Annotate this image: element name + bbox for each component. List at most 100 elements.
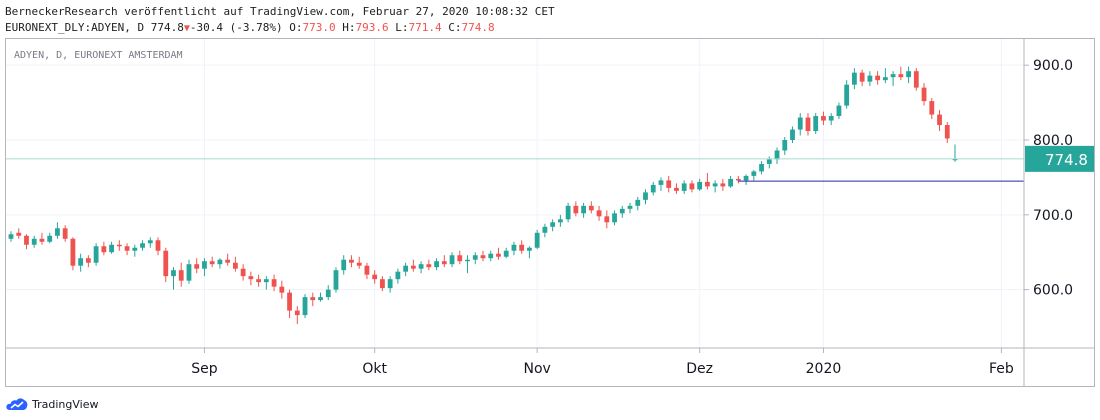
candle-body [650, 184, 656, 193]
last-price-badge [1025, 145, 1094, 172]
candle-body [805, 117, 811, 132]
candle [704, 172, 710, 190]
candle [124, 243, 130, 256]
candle-body [178, 270, 184, 281]
candle [674, 183, 679, 194]
candle-body [534, 232, 540, 248]
candle-body [573, 205, 579, 214]
candle [472, 252, 478, 265]
candle [882, 68, 888, 84]
candle-body [867, 75, 873, 82]
candle [356, 256, 362, 269]
candle [619, 205, 625, 218]
candle [387, 276, 393, 293]
low-label: L: [395, 21, 409, 34]
candle-body [604, 216, 610, 223]
candle [852, 68, 857, 90]
candle-body [890, 74, 896, 78]
candle [890, 71, 896, 87]
overlays [6, 158, 1024, 182]
tradingview-brand: TradingView [32, 397, 99, 411]
candle [171, 267, 176, 290]
candle [449, 252, 455, 268]
candle-body [202, 261, 207, 269]
time-tick-label: Nov [523, 361, 550, 377]
candle [898, 66, 904, 81]
candle-body [62, 228, 68, 239]
candle-body [16, 232, 22, 236]
candle [24, 234, 29, 250]
candle [271, 274, 277, 292]
candle-body [828, 116, 834, 121]
candle-body [248, 276, 254, 280]
candle-body [39, 238, 45, 242]
candle [658, 177, 664, 191]
candle-body [380, 279, 385, 289]
candle-body [325, 289, 331, 298]
candle [581, 202, 586, 218]
last-price-label: 774.8 [1045, 151, 1088, 169]
candle [403, 262, 409, 277]
candle-body [418, 264, 424, 269]
tradingview-logo[interactable]: TradingView [6, 397, 98, 411]
candle-body [759, 163, 764, 172]
candle-body [85, 258, 91, 263]
candle-body [836, 105, 842, 117]
price-tick-label: 900.0 [1033, 58, 1073, 74]
candle [341, 255, 347, 275]
candle-body [527, 247, 532, 251]
candle-body [147, 240, 153, 244]
candle-body [287, 292, 292, 311]
candle [573, 201, 579, 217]
candle [410, 259, 416, 272]
candle-body [875, 75, 881, 81]
candle [782, 137, 788, 155]
candle-body [333, 270, 339, 290]
candle-body [735, 178, 741, 181]
candle-body [681, 183, 687, 191]
candle-body [906, 71, 911, 78]
candle-body [588, 205, 594, 211]
candle [480, 250, 486, 262]
candle-body [318, 297, 323, 301]
candle-body [232, 262, 238, 269]
candle-body [496, 253, 501, 257]
candle-body [341, 259, 347, 271]
candle [209, 256, 215, 268]
candle-body [109, 244, 114, 253]
candle [743, 174, 749, 185]
candle-body [155, 240, 161, 251]
candle [116, 240, 122, 251]
candle-body [47, 235, 53, 242]
candle-body [704, 181, 710, 187]
candle [588, 201, 594, 214]
candle-body [619, 208, 625, 214]
candle-body [720, 183, 726, 187]
candle [302, 294, 308, 319]
candle-body [395, 271, 401, 280]
candle [8, 231, 14, 242]
last-value: 774.8 [150, 21, 184, 34]
publish-info: BerneckerResearch veröffentlicht auf Tra… [5, 5, 555, 18]
candle-body [712, 183, 718, 187]
candle [519, 240, 525, 254]
candle [31, 235, 37, 248]
candle-body [55, 228, 60, 236]
candle-body [550, 222, 556, 227]
candle [906, 66, 911, 84]
tradingview-cloud-icon [6, 398, 28, 410]
symbol-name: EURONEXT_DLY:ADYEN, D [5, 21, 145, 34]
candle-body [364, 265, 370, 275]
candle-body [697, 181, 703, 190]
candle [488, 250, 494, 262]
candle [612, 210, 617, 226]
candle-body [434, 261, 439, 268]
grid [6, 39, 1024, 348]
candle-body [31, 238, 37, 245]
candle-body [194, 264, 200, 269]
candle [836, 102, 842, 120]
candle [349, 255, 354, 268]
candle [256, 274, 262, 287]
chart-frame[interactable] [5, 38, 1095, 387]
